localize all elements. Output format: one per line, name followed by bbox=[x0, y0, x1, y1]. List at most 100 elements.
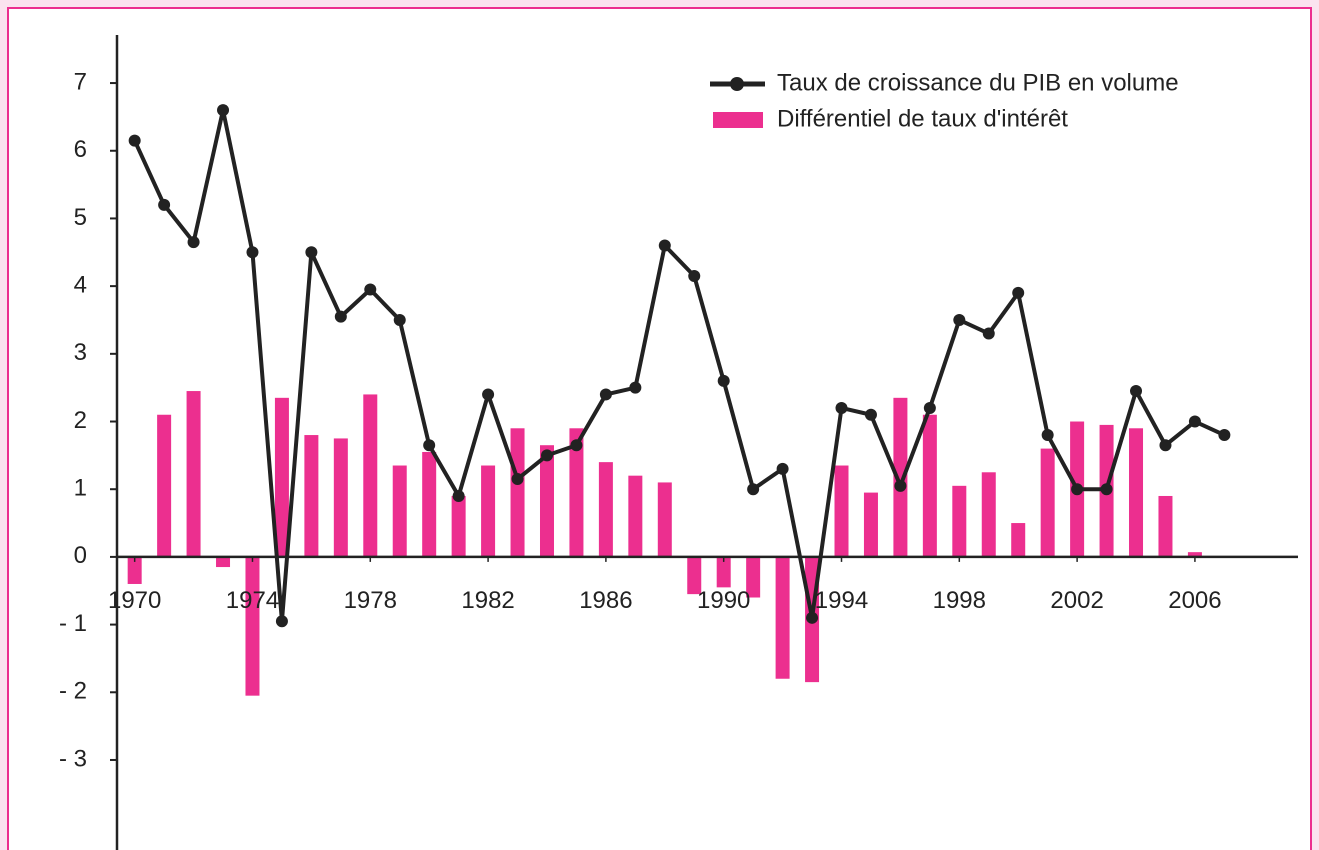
bar bbox=[245, 556, 260, 696]
bar bbox=[598, 462, 613, 557]
x-tick-label: 1978 bbox=[344, 587, 397, 614]
line-marker bbox=[599, 388, 612, 401]
line-marker bbox=[187, 236, 200, 249]
bar bbox=[628, 475, 643, 557]
x-tick-label: 1990 bbox=[697, 587, 750, 614]
line-marker bbox=[1041, 429, 1054, 442]
line-marker bbox=[540, 449, 553, 462]
line-marker bbox=[158, 198, 171, 211]
bar bbox=[775, 556, 790, 679]
x-tick-label: 1970 bbox=[108, 587, 161, 614]
line-marker bbox=[688, 269, 701, 282]
bar bbox=[333, 438, 348, 557]
x-tick-label: 2002 bbox=[1050, 587, 1103, 614]
y-tick-label: 5 bbox=[74, 204, 87, 231]
bar bbox=[1158, 495, 1173, 557]
line-marker bbox=[570, 439, 583, 452]
bar bbox=[216, 556, 231, 568]
line-marker bbox=[364, 283, 377, 296]
bar bbox=[922, 414, 937, 557]
y-tick-label: 3 bbox=[74, 339, 87, 366]
y-tick-label: 1 bbox=[74, 475, 87, 502]
bar bbox=[687, 556, 702, 595]
legend-label: Différentiel de taux d'intérêt bbox=[777, 105, 1068, 132]
bar bbox=[481, 465, 496, 557]
bar bbox=[716, 556, 731, 588]
line-marker bbox=[747, 483, 760, 496]
y-tick-label: - 2 bbox=[59, 678, 87, 705]
line-marker bbox=[482, 388, 495, 401]
line-marker bbox=[717, 374, 730, 387]
bar bbox=[451, 495, 466, 557]
bar bbox=[893, 397, 908, 557]
y-tick-label: - 1 bbox=[59, 610, 87, 637]
line-marker bbox=[629, 381, 642, 394]
x-tick-label: 2006 bbox=[1168, 587, 1221, 614]
line-marker bbox=[923, 401, 936, 414]
line-marker bbox=[776, 462, 789, 475]
y-tick-label: - 3 bbox=[59, 745, 87, 772]
line-marker bbox=[305, 246, 318, 259]
x-tick-label: 1982 bbox=[461, 587, 514, 614]
bar bbox=[1040, 448, 1055, 557]
line-marker bbox=[806, 611, 819, 624]
bar bbox=[539, 445, 554, 557]
bar bbox=[746, 556, 761, 598]
x-tick-label: 1986 bbox=[579, 587, 632, 614]
x-tick-label: 1998 bbox=[933, 587, 986, 614]
bar bbox=[392, 465, 407, 557]
line-marker bbox=[953, 313, 966, 326]
y-tick-label: 0 bbox=[74, 542, 87, 569]
bar bbox=[981, 472, 996, 557]
bar bbox=[186, 391, 201, 557]
bar bbox=[657, 482, 672, 557]
bar bbox=[1011, 523, 1026, 557]
y-tick-label: 2 bbox=[74, 407, 87, 434]
bar bbox=[863, 492, 878, 557]
line-marker bbox=[128, 134, 141, 147]
line-marker bbox=[1012, 286, 1025, 299]
y-tick-label: 4 bbox=[74, 271, 87, 298]
line-marker bbox=[1130, 385, 1143, 398]
line-marker bbox=[217, 104, 230, 117]
line-marker bbox=[1071, 483, 1084, 496]
bar bbox=[952, 485, 967, 557]
line-marker bbox=[246, 246, 259, 259]
line-marker bbox=[452, 489, 465, 502]
line-marker bbox=[275, 615, 288, 628]
bar bbox=[127, 556, 142, 584]
bar bbox=[510, 428, 525, 557]
line-marker bbox=[1218, 429, 1231, 442]
line-marker bbox=[334, 310, 347, 323]
line-marker bbox=[393, 313, 406, 326]
y-tick-label: 6 bbox=[74, 136, 87, 163]
line-marker bbox=[1159, 439, 1172, 452]
line-marker bbox=[423, 439, 436, 452]
line-marker bbox=[835, 401, 848, 414]
frame bbox=[7, 7, 1312, 850]
x-tick-label: 1994 bbox=[815, 587, 868, 614]
legend-label: Taux de croissance du PIB en volume bbox=[777, 69, 1179, 96]
bar bbox=[304, 435, 319, 557]
line-marker bbox=[982, 327, 995, 340]
y-tick-label: 7 bbox=[74, 68, 87, 95]
line-marker bbox=[658, 239, 671, 252]
bar bbox=[363, 394, 378, 557]
x-tick-label: 1974 bbox=[226, 587, 279, 614]
line bbox=[132, 108, 1226, 624]
bar bbox=[834, 465, 849, 557]
bar bbox=[422, 451, 437, 557]
bar bbox=[569, 428, 584, 557]
legend-marker bbox=[730, 77, 744, 91]
line-marker bbox=[864, 408, 877, 421]
bar bbox=[157, 414, 172, 557]
bar bbox=[1129, 428, 1144, 557]
line-marker bbox=[511, 473, 524, 486]
legend-swatch bbox=[713, 112, 763, 128]
line-marker bbox=[1100, 483, 1113, 496]
bar bbox=[1187, 552, 1202, 557]
line-marker bbox=[1188, 415, 1201, 428]
bar bbox=[274, 397, 289, 557]
